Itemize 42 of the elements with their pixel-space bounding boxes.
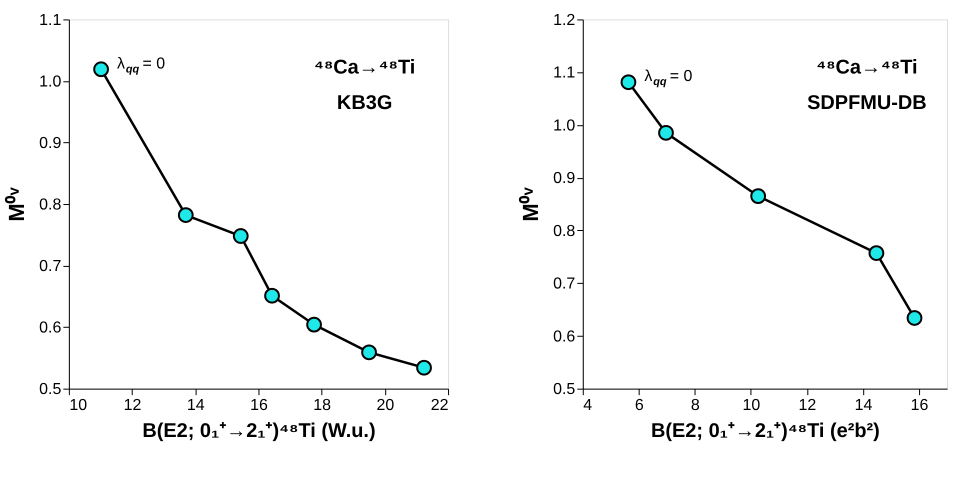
x-tick-label: 18 xyxy=(313,397,332,414)
x-axis-title: B(E2; 0₁⁺→2₁⁺)⁴⁸Ti (e²b²) xyxy=(650,420,880,442)
y-tick-label: 1.0 xyxy=(39,73,62,90)
y-tick-label: 0.6 xyxy=(39,320,62,337)
annotation: ⁴⁸Ca→⁴⁸Ti xyxy=(816,56,918,78)
x-tick-label: 4 xyxy=(583,397,592,414)
annotation: KB3G xyxy=(336,92,392,114)
x-tick-label: 6 xyxy=(634,397,644,414)
x-tick-label: 20 xyxy=(376,397,394,414)
y-tick-label: 0.7 xyxy=(39,258,62,276)
point xyxy=(906,310,922,326)
y-tick-label: 0.8 xyxy=(39,196,62,214)
x-tick-label: 8 xyxy=(690,397,700,414)
point xyxy=(868,245,884,261)
y-tick-label: 0.5 xyxy=(553,381,576,398)
point xyxy=(750,188,766,204)
x-tick-label: 16 xyxy=(910,397,928,414)
y-axis-title: M⁰ᵛ xyxy=(4,186,30,222)
point xyxy=(620,74,636,90)
annotation: SDPFMU-DB xyxy=(807,92,927,114)
x-tick-label: 10 xyxy=(742,397,760,414)
x-axis-title: B(E2; 0₁⁺→2₁⁺)⁴⁸Ti (W.u.) xyxy=(142,420,376,442)
y-tick-label: 0.8 xyxy=(553,222,576,240)
y-tick-label: 0.5 xyxy=(39,381,62,398)
x-tick-label: 16 xyxy=(250,397,268,414)
x-tick-label: 12 xyxy=(124,397,142,414)
y-tick-label: 1.2 xyxy=(553,12,576,29)
y-tick-label: 0.9 xyxy=(39,134,62,152)
y-tick-label: 0.7 xyxy=(553,276,576,293)
y-tick-label: 1.1 xyxy=(39,12,62,29)
y-tick-label: 1.1 xyxy=(553,64,576,82)
y-tick-label: 0.6 xyxy=(553,328,576,346)
x-tick-label: 12 xyxy=(798,397,816,414)
point xyxy=(658,124,674,141)
x-tick-label: 22 xyxy=(430,397,449,414)
x-tick-label: 14 xyxy=(186,397,205,414)
x-tick-label: 10 xyxy=(69,397,88,414)
y-tick-label: 0.9 xyxy=(553,170,576,188)
y-tick-label: 1.0 xyxy=(553,117,576,134)
y-axis-title: M⁰ᵛ xyxy=(518,186,544,222)
x-tick-label: 14 xyxy=(854,397,872,414)
annotation: ⁴⁸Ca→⁴⁸Ti xyxy=(314,56,416,78)
